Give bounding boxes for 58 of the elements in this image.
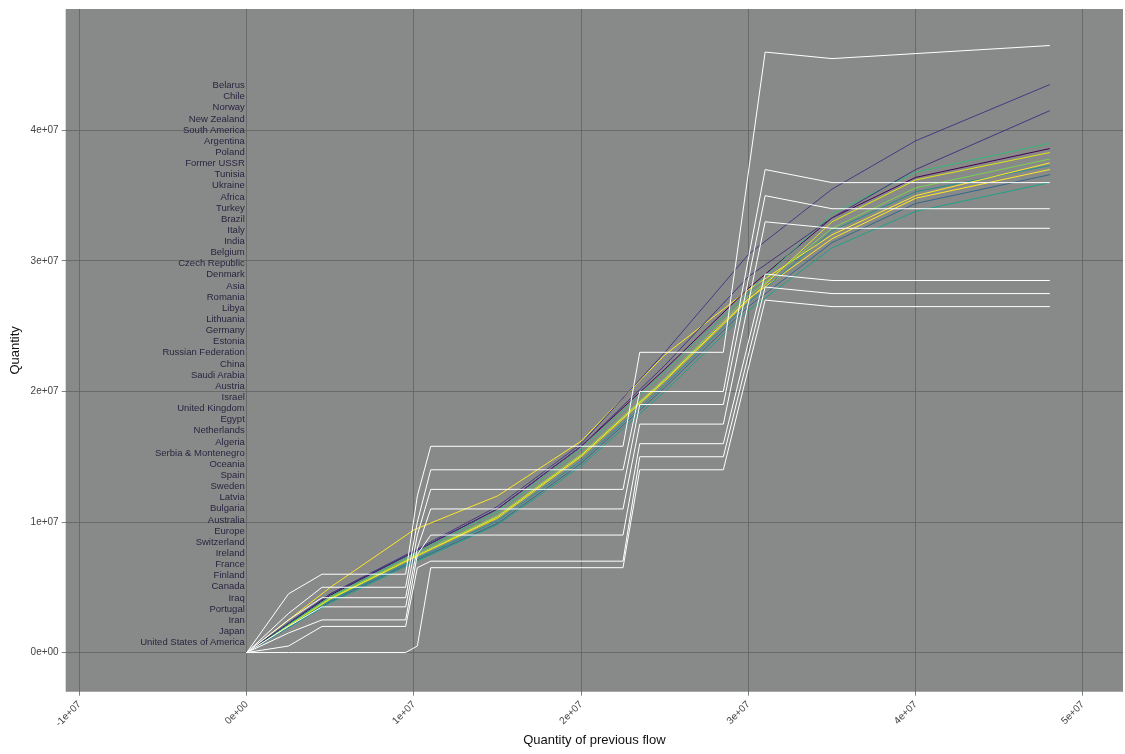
annotation: Serbia & Montenegro (155, 446, 245, 458)
annotation: Spain (220, 469, 245, 481)
annotation: France (215, 558, 245, 570)
annotation: Italy (227, 223, 246, 235)
annotation: Tunisia (214, 168, 246, 180)
annotation: Former USSR (185, 157, 245, 169)
y-tick-label: 1e+07 (30, 515, 60, 527)
annotation: Iraq (228, 591, 245, 603)
annotation: Australia (207, 513, 246, 525)
y-axis-title: Quantity (7, 325, 23, 375)
annotation: Egypt (220, 413, 246, 425)
annotation: Estonia (213, 335, 246, 347)
y-tick-label: 4e+07 (30, 124, 60, 136)
annotation: Romania (206, 290, 246, 302)
annotation: Latvia (219, 491, 246, 503)
annotation: Austria (215, 379, 246, 391)
annotation: Russian Federation (162, 346, 245, 358)
annotation: Norway (212, 101, 246, 113)
annotation: Switzerland (195, 535, 245, 547)
annotation: Europe (214, 524, 245, 536)
annotation: Asia (226, 279, 246, 291)
annotation: Turkey (216, 201, 246, 213)
annotation: Libya (222, 301, 246, 313)
annotation: Africa (220, 190, 246, 202)
annotation: India (224, 235, 246, 247)
annotation: China (219, 357, 246, 369)
annotation: Ukraine (212, 179, 245, 191)
annotation: Ireland (215, 547, 245, 559)
annotation: United Kingdom (177, 402, 245, 414)
y-tick-label: 0e+00 (30, 646, 60, 658)
annotation: Germany (205, 324, 246, 336)
y-tick-label: 3e+07 (30, 254, 60, 266)
annotation: Japan (218, 625, 245, 637)
annotation: Oceania (209, 457, 246, 469)
annotation: Chile (223, 90, 245, 102)
annotation: Israel (221, 391, 245, 403)
annotation: Netherlands (193, 424, 246, 436)
annotation: Saudi Arabia (190, 368, 246, 380)
annotation: Belgium (210, 246, 245, 258)
x-axis-title: Quantity of previous flow (523, 731, 667, 747)
annotation: Portugal (209, 602, 245, 614)
annotation: Lithuania (206, 313, 246, 325)
annotation: Belarus (212, 79, 246, 91)
annotation: Czech Republic (178, 257, 246, 269)
annotation: South America (182, 123, 246, 135)
annotation: Canada (211, 580, 246, 592)
annotation: Poland (215, 145, 245, 157)
annotation: United States of America (140, 636, 246, 648)
annotation: Iran (228, 613, 245, 625)
annotation: Argentina (204, 134, 246, 146)
annotation: Bulgaria (209, 502, 246, 514)
annotation: New Zealand (188, 112, 245, 124)
y-tick-label: 2e+07 (30, 385, 60, 397)
annotation: Brazil (221, 212, 245, 224)
annotation: Finland (213, 569, 245, 581)
annotation: Sweden (210, 480, 245, 492)
annotation: Algeria (215, 435, 246, 447)
annotation: Denmark (206, 268, 246, 280)
